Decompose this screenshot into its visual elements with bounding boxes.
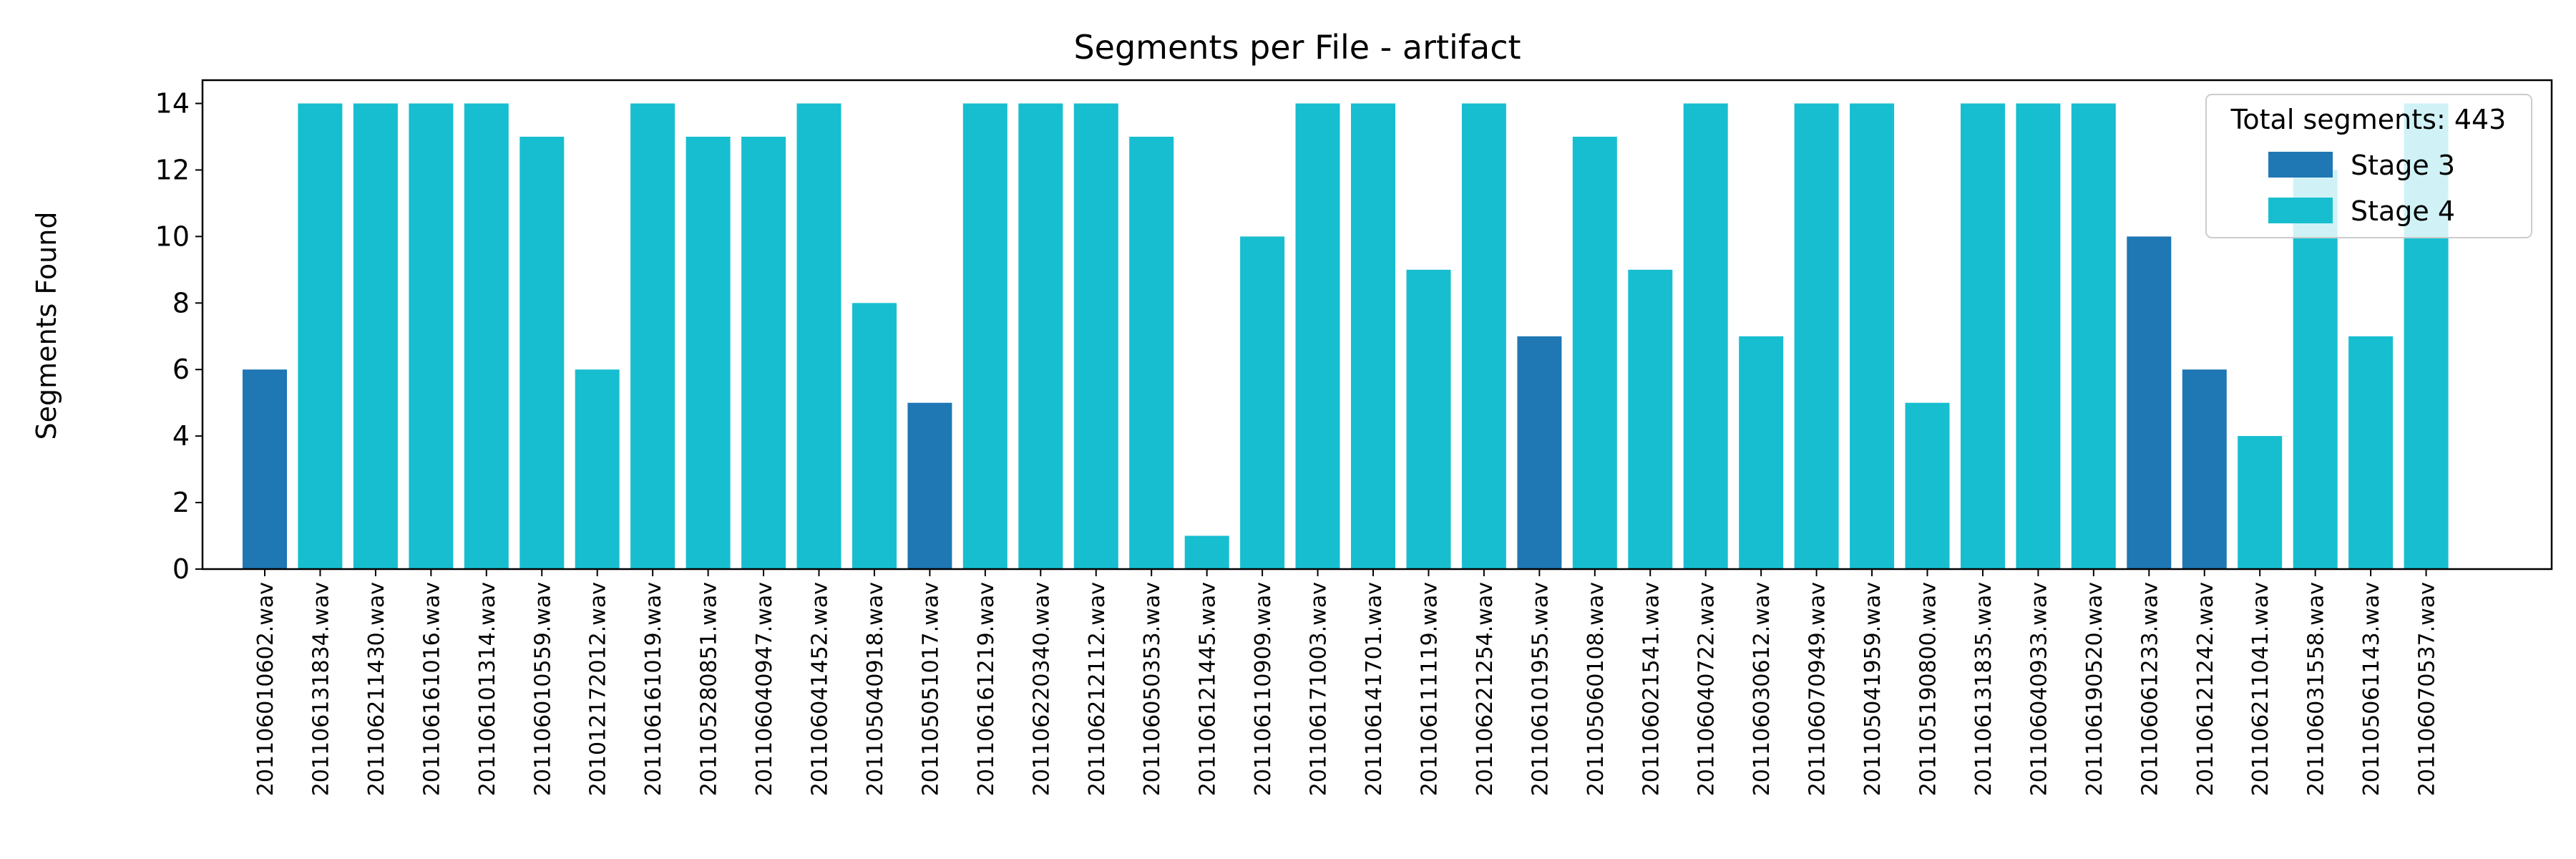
bar xyxy=(1739,336,1784,569)
bar xyxy=(1073,103,1118,569)
x-tick-label: 201106070537.wav xyxy=(2415,582,2440,796)
bar xyxy=(409,103,454,569)
x-tick-label: 201106010559.wav xyxy=(530,582,555,796)
x-tick-label: 201106061233.wav xyxy=(2137,582,2162,796)
x-tick-label: 201106040722.wav xyxy=(1694,582,1719,796)
bar xyxy=(1850,103,1895,569)
x-tick-label: 201106030612.wav xyxy=(1750,582,1775,796)
x-tick-label: 201106221254.wav xyxy=(1473,582,1498,796)
bar xyxy=(1905,402,1950,569)
bar xyxy=(1461,103,1506,569)
x-tick-label: 201106211041.wav xyxy=(2248,582,2273,796)
x-tick-label: 201106110909.wav xyxy=(1251,582,1276,796)
y-tick-label: 2 xyxy=(172,487,190,518)
y-tick-label: 10 xyxy=(155,220,190,252)
bar xyxy=(630,103,675,569)
bar xyxy=(1961,103,2005,569)
x-tick-label: 201106031558.wav xyxy=(2304,582,2329,796)
y-tick-label: 4 xyxy=(172,420,190,452)
bar xyxy=(2071,103,2116,569)
x-tick-label: 201106141701.wav xyxy=(1362,582,1387,796)
bar xyxy=(2238,436,2283,569)
x-tick-label: 201106040933.wav xyxy=(2026,582,2051,796)
y-tick-label: 14 xyxy=(155,88,190,120)
bar xyxy=(2182,369,2227,569)
x-tick-label: 201106010602.wav xyxy=(253,582,278,796)
bar xyxy=(2016,103,2061,569)
x-tick-label: 201106131835.wav xyxy=(1971,582,1996,796)
legend-title: Total segments: 443 xyxy=(2230,104,2507,135)
x-tick-label: 201106021541.wav xyxy=(1639,582,1664,796)
x-tick-label: 201106212112.wav xyxy=(1085,582,1110,796)
chart-title: Segments per File - artifact xyxy=(1073,28,1521,67)
legend-label-stage-3: Stage 3 xyxy=(2351,150,2455,181)
x-tick-label: 201106121242.wav xyxy=(2193,582,2218,796)
x-tick-label: 201106111119.wav xyxy=(1417,582,1442,796)
bar xyxy=(1240,236,1285,569)
x-tick-label: 201106070949.wav xyxy=(1805,582,1830,796)
y-axis-ticks: 0 2 4 6 8 10 12 14 xyxy=(155,88,203,585)
x-tick-label: 201106050353.wav xyxy=(1140,582,1165,796)
bar xyxy=(575,369,620,569)
bar xyxy=(243,369,287,569)
x-tick-label: 201106211430.wav xyxy=(364,582,389,796)
bar xyxy=(796,103,841,569)
bar xyxy=(2348,336,2394,569)
bar xyxy=(1129,137,1174,569)
legend: Total segments: 443 Stage 3 Stage 4 xyxy=(2205,94,2532,238)
bar xyxy=(1628,269,1673,569)
bar xyxy=(1517,336,1562,569)
legend-label-stage-4: Stage 4 xyxy=(2351,195,2455,227)
plot-area-frame xyxy=(201,79,2553,571)
bar xyxy=(907,402,952,569)
bar xyxy=(1351,103,1395,569)
x-tick-label: 201105040918.wav xyxy=(863,582,888,796)
y-axis-label: Segments Found xyxy=(31,212,62,440)
x-axis-ticks: 201106010602.wav 201106131834.wav 20110621… xyxy=(253,569,2440,796)
bar xyxy=(298,103,343,569)
legend-swatch-stage-4 xyxy=(2268,198,2333,223)
bars-group xyxy=(243,103,2449,569)
x-tick-label: 201105041959.wav xyxy=(1860,582,1885,796)
x-tick-label: 201106161019.wav xyxy=(641,582,666,796)
bar xyxy=(1406,269,1451,569)
bar xyxy=(519,137,565,569)
x-tick-label: 201105280851.wav xyxy=(697,582,722,796)
x-tick-label: 201106190520.wav xyxy=(2082,582,2107,796)
bar xyxy=(852,303,897,569)
y-tick-label: 0 xyxy=(172,553,190,585)
bar xyxy=(741,137,786,569)
bar xyxy=(1295,103,1340,569)
x-tick-label: 201106101955.wav xyxy=(1528,582,1553,796)
x-tick-label: 201105051017.wav xyxy=(918,582,943,796)
bar xyxy=(464,103,509,569)
x-tick-label: 201106161219.wav xyxy=(974,582,999,796)
x-tick-label: 201105061143.wav xyxy=(2359,582,2384,796)
x-tick-label: 201106161016.wav xyxy=(419,582,444,796)
x-tick-label: 201106220340.wav xyxy=(1029,582,1054,796)
x-tick-label: 201106101314.wav xyxy=(475,582,500,796)
bar xyxy=(686,137,731,569)
bar xyxy=(1184,535,1229,569)
y-tick-label: 8 xyxy=(172,287,190,319)
bar xyxy=(1683,103,1728,569)
bar xyxy=(2127,236,2172,569)
x-tick-label: 201106040947.wav xyxy=(752,582,777,796)
legend-swatch-stage-3 xyxy=(2268,152,2333,178)
y-tick-label: 6 xyxy=(172,354,190,385)
y-tick-label: 12 xyxy=(155,154,190,185)
x-tick-label: 201106171003.wav xyxy=(1307,582,1332,796)
bar xyxy=(962,103,1008,569)
bar xyxy=(1572,137,1617,569)
bar xyxy=(353,103,398,569)
x-tick-label: 201106131834.wav xyxy=(308,582,333,796)
x-tick-label: 201105190800.wav xyxy=(1916,582,1941,796)
x-tick-label: 201012172012.wav xyxy=(586,582,611,796)
x-tick-label: 201105060108.wav xyxy=(1584,582,1609,796)
x-tick-label: 201106041452.wav xyxy=(808,582,833,796)
bar xyxy=(1794,103,1839,569)
bar xyxy=(1018,103,1063,569)
x-tick-label: 201106121445.wav xyxy=(1196,582,1221,796)
